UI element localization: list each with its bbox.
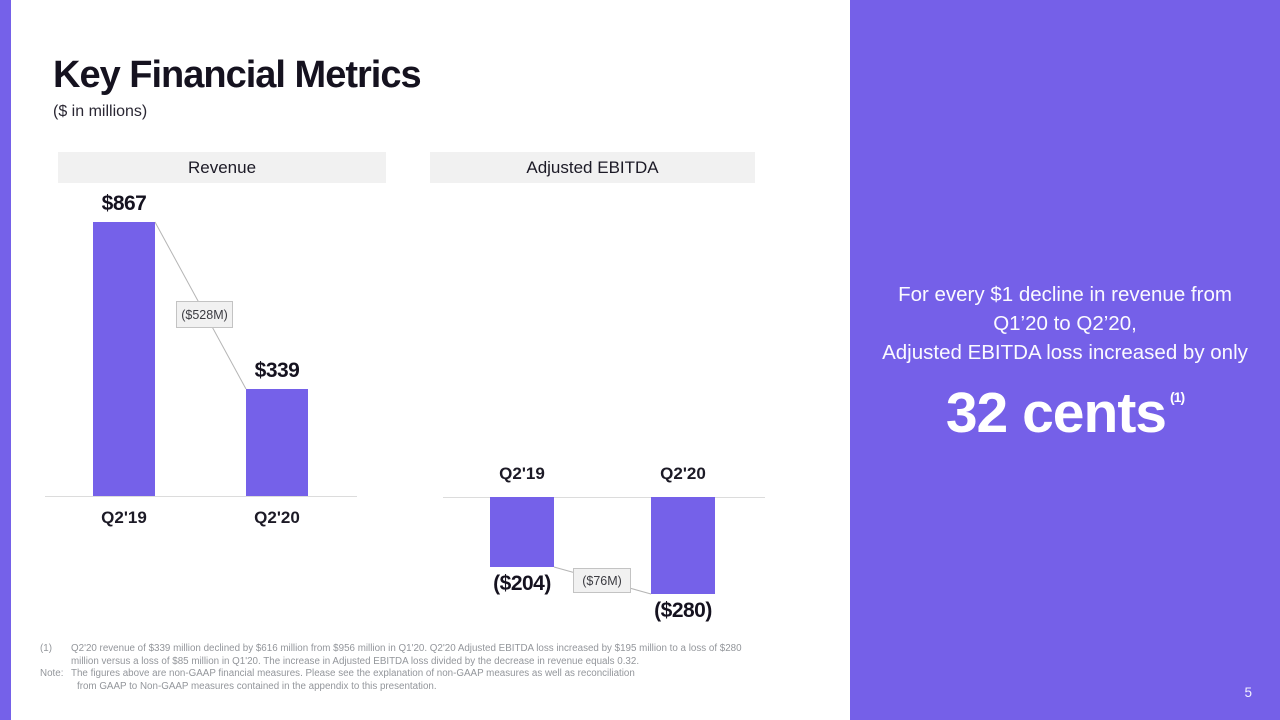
bar-value-label: ($280) — [654, 599, 712, 622]
footnote-1: (1) Q2'20 revenue of $339 million declin… — [40, 643, 840, 668]
footnote-note-line-2: from GAAP to Non-GAAP measures contained… — [77, 680, 437, 692]
panel-text-line-1: For every $1 decline in revenue from — [898, 283, 1232, 306]
ebitda-chart: ($204) Q2'19 ($280) Q2'20 ($76M) — [430, 455, 775, 640]
footnote-note-marker: Note: — [40, 668, 64, 680]
bar-q2-19 — [93, 222, 155, 496]
page-subtitle: ($ in millions) — [53, 103, 148, 120]
page-title: Key Financial Metrics — [53, 54, 422, 96]
bar-value-label: $339 — [254, 359, 300, 382]
bar-category-label: Q2'20 — [254, 508, 300, 527]
panel-text-block: For every $1 decline in revenue from Q1’… — [850, 280, 1280, 457]
bar-category-label: Q2'20 — [660, 464, 706, 483]
panel-text-line-2: Q1’20 to Q2’20, — [993, 312, 1137, 335]
footnotes-block: (1) Q2'20 revenue of $339 million declin… — [40, 643, 840, 693]
delta-callout-box: ($528M) — [176, 301, 233, 328]
axis-baseline — [45, 496, 357, 497]
revenue-chart-header-label: Revenue — [187, 157, 257, 177]
footnote-note-text: The figures above are non-GAAP financial… — [71, 668, 840, 693]
revenue-chart: $867 Q2'19 $339 Q2'20 ($528M) — [45, 185, 365, 545]
axis-baseline — [443, 497, 765, 498]
panel-text-line-3: Adjusted EBITDA loss increased by only — [882, 341, 1248, 364]
ebitda-chart-header: Adjusted EBITDA — [430, 152, 755, 183]
bar-category-label: Q2'19 — [101, 508, 147, 527]
bar-value-label: ($204) — [493, 572, 551, 595]
left-accent-stripe — [0, 0, 11, 720]
footnote-1-line-1: Q2'20 revenue of $339 million declined b… — [71, 643, 742, 654]
page-number: 5 — [1244, 685, 1252, 700]
footnote-note-line-1: The figures above are non-GAAP financial… — [71, 668, 635, 680]
title-block: Key Financial Metrics ($ in millions) — [53, 54, 422, 121]
footnote-1-line-2: million versus a loss of $85 million in … — [71, 655, 640, 667]
footnote-note: Note: The figures above are non-GAAP fin… — [40, 668, 840, 693]
delta-callout-box: ($76M) — [573, 568, 631, 593]
bar-value-label: $867 — [101, 192, 147, 215]
footnote-1-text: Q2'20 revenue of $339 million declined b… — [71, 643, 840, 668]
bar-category-label: Q2'19 — [499, 464, 545, 483]
highlight-panel: For every $1 decline in revenue from Q1’… — [850, 0, 1280, 720]
bar-q2-19 — [490, 497, 554, 567]
revenue-chart-header: Revenue — [58, 152, 386, 183]
footnote-1-marker: (1) — [40, 643, 52, 654]
footnote-superscript: (1) — [1170, 389, 1185, 405]
bar-q2-20 — [246, 389, 308, 496]
bar-q2-20 — [651, 497, 715, 594]
big-text-value: 32 cents — [945, 381, 1167, 445]
ebitda-chart-header-label: Adjusted EBITDA — [526, 157, 659, 177]
highlight-big-text: 32 cents (1) — [850, 383, 1280, 457]
